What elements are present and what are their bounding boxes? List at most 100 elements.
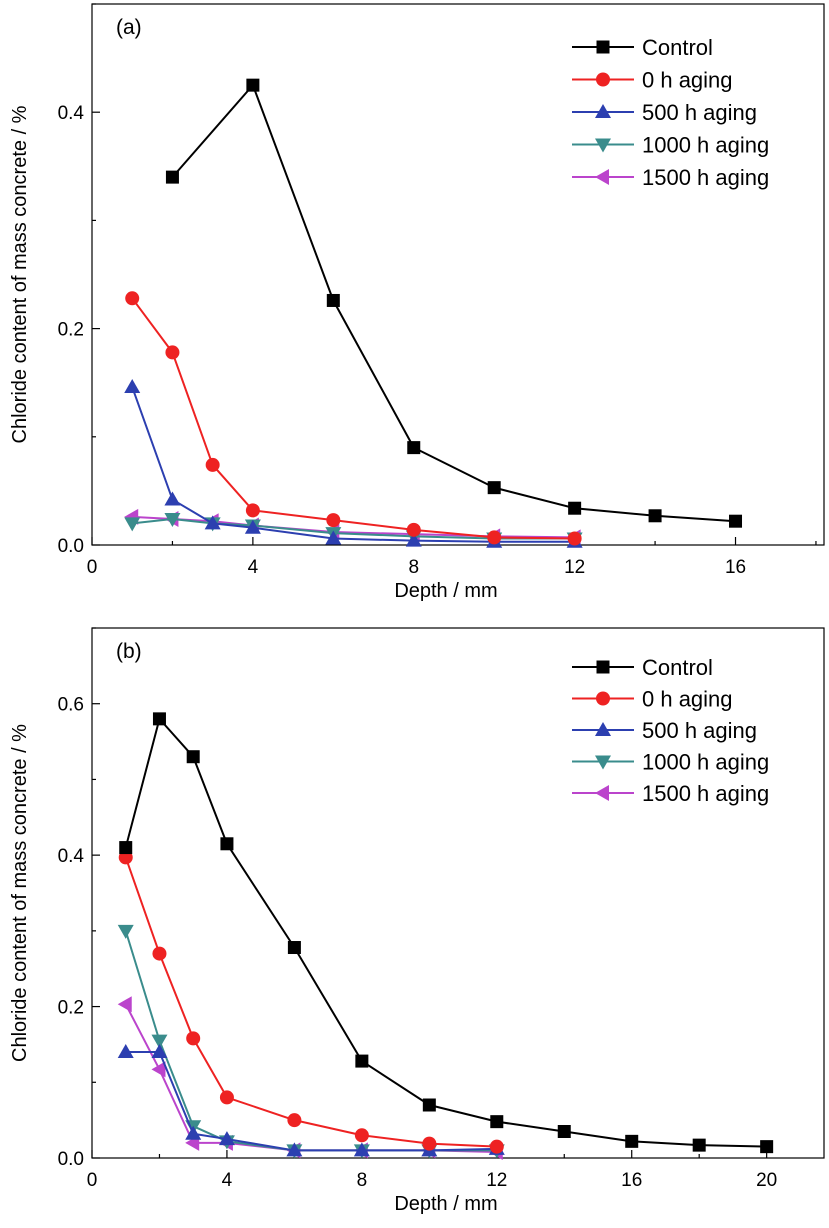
data-point [204, 515, 221, 530]
data-point [326, 513, 341, 528]
legend-item-500-h-aging: 500 h aging [572, 718, 757, 743]
data-point [648, 509, 662, 523]
legend-label: Control [642, 35, 713, 60]
legend: Control 0 h aging 500 h aging 1000 h aging 1… [572, 655, 769, 806]
series-line [171, 84, 736, 523]
y-tick-label: 0.0 [58, 536, 84, 557]
legend-item-0-h-aging: 0 h aging [572, 68, 733, 93]
legend-marker [596, 660, 610, 674]
data-point [124, 379, 141, 394]
legend-item-1000-h-aging: 1000 h aging [572, 750, 769, 775]
data-point [406, 522, 421, 537]
legend-marker [596, 691, 610, 706]
data-point [355, 1054, 369, 1068]
data-point [186, 1031, 201, 1046]
x-tick-label: 0 [87, 1170, 98, 1191]
y-axis-label: Chloride content of mass concrete / % [9, 105, 31, 443]
data-point [422, 1098, 436, 1112]
y-tick-label: 0.0 [58, 1149, 84, 1170]
legend-marker [596, 40, 610, 54]
data-point [287, 941, 301, 955]
legend-marker [595, 785, 609, 801]
series-line [124, 1003, 497, 1153]
data-point [326, 293, 340, 307]
data-point [151, 1061, 166, 1078]
series-control [119, 712, 774, 1154]
data-point [557, 1125, 571, 1138]
data-point [489, 1139, 504, 1154]
data-point [286, 1142, 303, 1157]
y-tick-label: 0.2 [58, 320, 84, 341]
data-point [205, 457, 220, 472]
data-point [151, 1034, 168, 1049]
legend-label: 1500 h aging [642, 165, 769, 190]
x-tick-label: 16 [621, 1170, 642, 1191]
data-point [165, 170, 179, 184]
plot-frame [91, 627, 825, 1159]
data-point [692, 1138, 706, 1152]
x-tick-label: 16 [725, 557, 746, 578]
y-tick-label: 0.2 [58, 998, 84, 1019]
series-control [165, 78, 743, 528]
legend-label: 0 h aging [642, 68, 733, 93]
data-point [151, 1044, 168, 1058]
panel-a-chart: 0 4 8 12 16 0.0 0.2 0.4 Depth / mm Chloride conte… [9, 3, 825, 602]
data-point [152, 712, 166, 726]
data-point [164, 491, 181, 506]
y-tick-label: 0.4 [58, 846, 85, 867]
series-line [125, 1051, 497, 1152]
data-point [218, 1131, 235, 1146]
series-line [131, 297, 575, 540]
data-point [117, 924, 134, 939]
legend-item-1000-h-aging: 1000 h aging [572, 133, 769, 158]
x-tick-label: 8 [408, 557, 419, 578]
data-point [353, 1142, 370, 1157]
legend-item-0-h-aging: 0 h aging [572, 687, 733, 712]
data-point [354, 1128, 369, 1143]
series-line [124, 857, 497, 1148]
data-point [568, 501, 582, 515]
legend-marker [595, 755, 611, 770]
legend-marker [595, 138, 611, 153]
legend-label: Control [642, 655, 713, 680]
data-point [487, 481, 501, 495]
data-point [567, 531, 582, 546]
data-point [422, 1136, 437, 1151]
data-point [405, 532, 422, 547]
x-tick-label: 8 [357, 1170, 368, 1191]
data-point [246, 78, 260, 92]
data-point [244, 519, 261, 534]
legend-label: 1000 h aging [642, 750, 769, 775]
data-point [407, 441, 421, 455]
data-point [625, 1134, 639, 1148]
y-axis-label: Chloride content of mass concrete / % [9, 724, 31, 1062]
x-tick-label: 4 [222, 1170, 233, 1191]
legend-marker [595, 722, 611, 736]
series-500-h-aging [117, 1044, 505, 1157]
legend-label: 1000 h aging [642, 133, 769, 158]
series-0-h-aging [125, 291, 582, 546]
legend-marker [595, 104, 611, 118]
legend-item-1500-h-aging: 1500 h aging [572, 781, 769, 806]
series-1500-h-aging [117, 996, 503, 1160]
data-point [220, 837, 234, 851]
legend: Control 0 h aging 500 h aging 1000 h aging 1… [572, 35, 769, 190]
panel-label: (a) [116, 16, 142, 39]
data-point [287, 1113, 302, 1128]
x-tick-label: 12 [486, 1170, 507, 1191]
data-point [325, 530, 342, 545]
x-tick-label: 20 [756, 1170, 777, 1191]
legend-item-control: Control [572, 655, 713, 680]
data-point [125, 291, 140, 306]
data-point [487, 530, 502, 545]
legend-label: 0 h aging [642, 687, 733, 712]
plot-frame [91, 3, 825, 546]
data-point [185, 1125, 202, 1140]
x-axis-label: Depth / mm [394, 580, 497, 602]
data-point [117, 996, 132, 1013]
data-point [124, 517, 141, 532]
x-tick-label: 4 [248, 557, 259, 578]
panel-label: (b) [116, 640, 142, 663]
data-point [245, 503, 260, 518]
